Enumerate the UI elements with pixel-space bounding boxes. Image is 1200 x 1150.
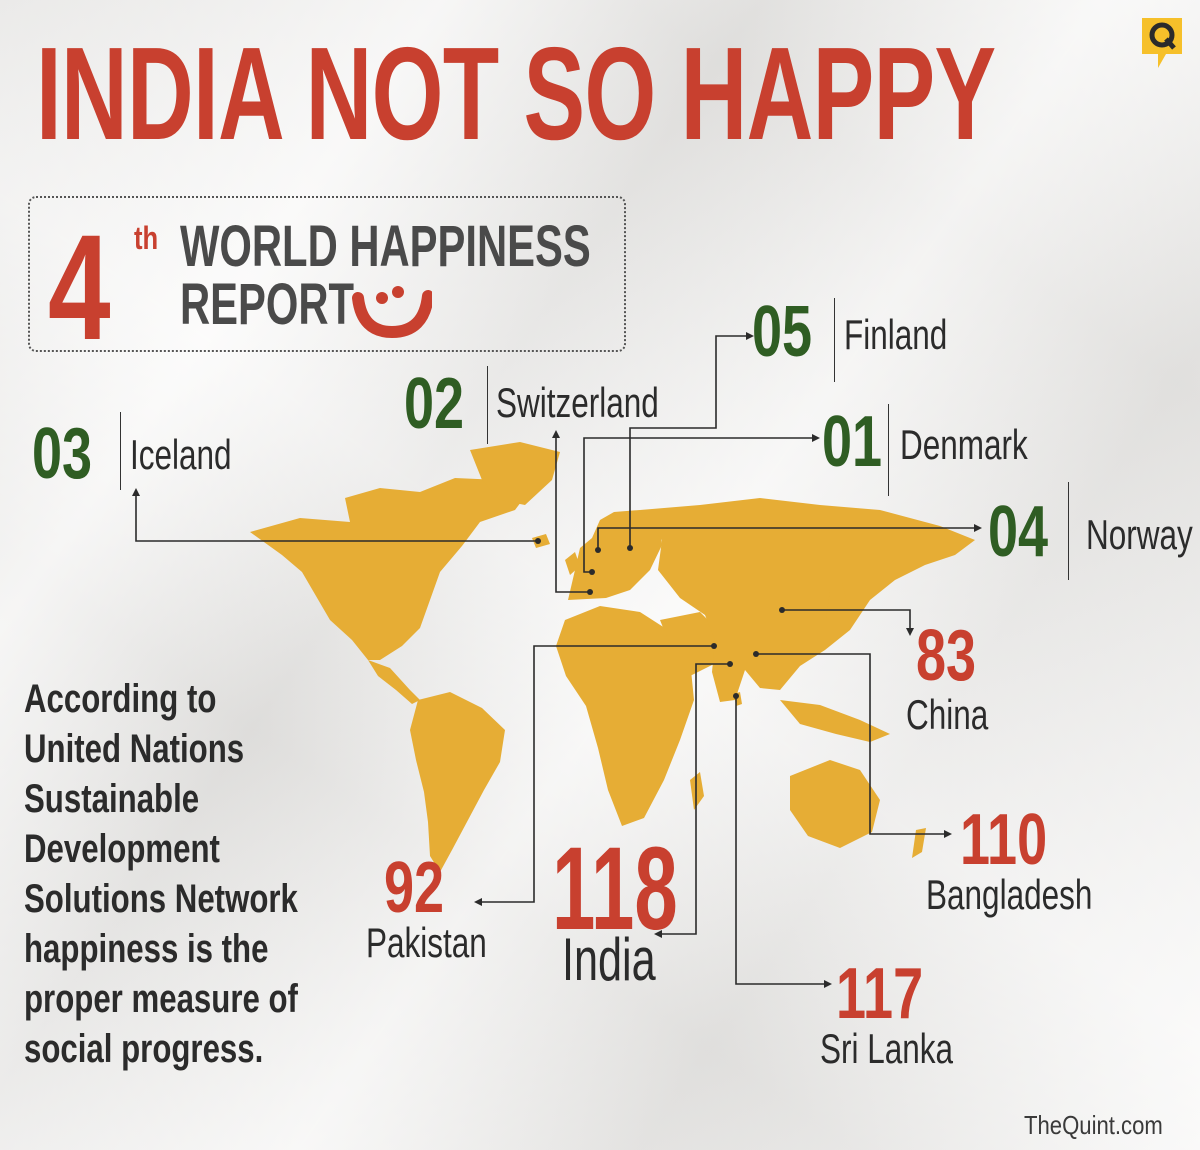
europe-shape [568,510,662,600]
uk-shape [565,552,580,575]
middle-east-shape [660,612,720,676]
report-title-line1: WORLD HAPPINESS [180,214,591,279]
srilanka-label: Sri Lanka [820,1025,954,1072]
china-label: China [906,691,989,738]
madagascar-shape [690,772,704,810]
edition-suffix: th [134,220,159,256]
finland-divider [834,298,835,382]
finland-label: Finland [844,311,948,358]
china-rank: 83 [916,616,977,696]
edition-number: 4 [48,203,111,371]
report-box [28,196,626,352]
switzerland-divider [487,366,488,444]
asia-shape [640,498,975,702]
pakistan-rank: 92 [384,848,445,928]
india-connector [660,663,730,935]
bangladesh-rank: 110 [960,800,1048,880]
report-title-line2: REPORT [180,272,355,337]
switzerland-label: Switzerland [496,379,659,426]
connector-lines [135,335,976,985]
continents [250,442,975,872]
japan-shape [826,582,848,628]
pakistan-label: Pakistan [366,919,487,966]
norway-label: Norway [1086,511,1193,558]
srilanka-connector [735,696,826,985]
greenland-shape [470,442,560,505]
central-america-shape [368,660,420,704]
the-quint-q-logo-icon [1142,18,1182,68]
switzerland-connector [555,436,590,593]
norway-connector [597,527,976,550]
un-note-text: According to United Nations Sustainable … [24,677,298,1071]
pakistan-connector [480,645,714,903]
denmark-label: Denmark [900,421,1028,468]
south-america-shape [410,692,505,872]
iceland-connector [135,494,538,542]
page-title: INDIA NOT SO HAPPY [36,20,996,167]
china-connector [782,609,911,630]
srilanka-rank: 117 [836,954,924,1034]
india-label: India [562,926,656,993]
denmark-rank: 01 [822,402,883,482]
denmark-divider [888,404,889,496]
iceland-rank: 03 [32,414,93,494]
norway-divider [1068,482,1069,580]
arrowheads [132,332,982,988]
smile-icon [352,286,432,338]
north-america-shape [250,478,530,660]
norway-rank: 04 [988,492,1049,572]
finland-connector [629,335,748,548]
denmark-connector [583,437,814,573]
bangladesh-label: Bangladesh [926,871,1093,918]
iceland-label: Iceland [130,431,232,478]
connector-dots [535,538,785,699]
bangladesh-connector [756,653,946,835]
new-zealand-shape [912,828,926,858]
switzerland-rank: 02 [404,364,465,444]
finland-rank: 05 [752,292,813,372]
southeast-asia-shape [780,700,890,742]
africa-shape [556,606,694,826]
australia-shape [790,760,880,848]
iceland-divider [120,412,121,490]
india-rank: 118 [552,823,678,955]
source-credit: TheQuint.com [1024,1110,1163,1140]
